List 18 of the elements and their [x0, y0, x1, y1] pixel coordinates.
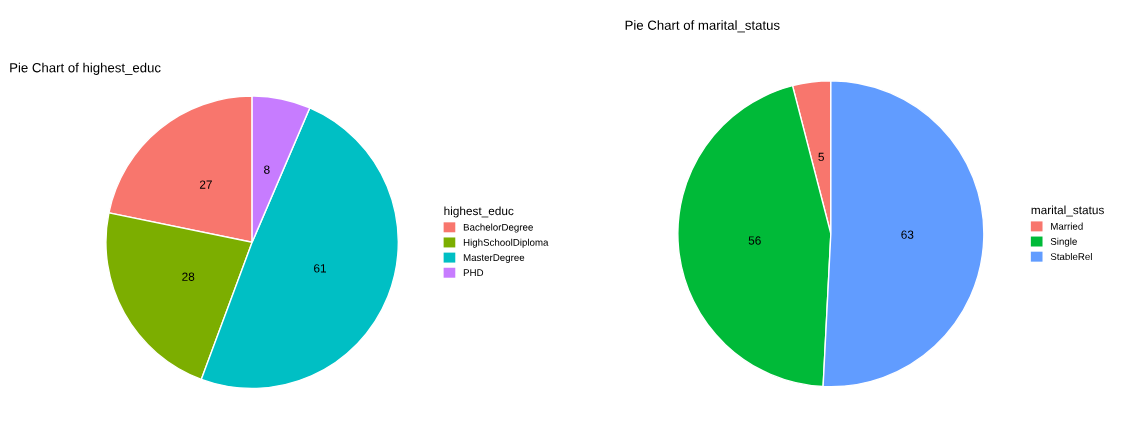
legend-title: marital_status [1031, 205, 1104, 217]
legend-label: Single [1050, 237, 1077, 247]
legend-label: PHD [463, 269, 484, 277]
legend-label: StableRel [1050, 252, 1092, 261]
data-label: 56 [748, 236, 761, 245]
legend-label: MasterDegree [463, 254, 525, 263]
chart-title: Pie Chart of marital_status [625, 20, 780, 33]
legend-title: highest_educ [444, 206, 514, 218]
legend-label: HighSchoolDiploma [463, 238, 549, 248]
data-label: 63 [901, 230, 914, 239]
legend-label: Married [1051, 222, 1083, 230]
data-label: 28 [182, 272, 195, 281]
data-label: 5 [818, 152, 824, 162]
data-label: 61 [314, 264, 326, 273]
data-label: 8 [264, 165, 270, 174]
data-label: 27 [199, 180, 212, 189]
chart-title: Pie Chart of highest_educ [10, 62, 161, 75]
legend-label: BachelorDegree [463, 223, 533, 233]
